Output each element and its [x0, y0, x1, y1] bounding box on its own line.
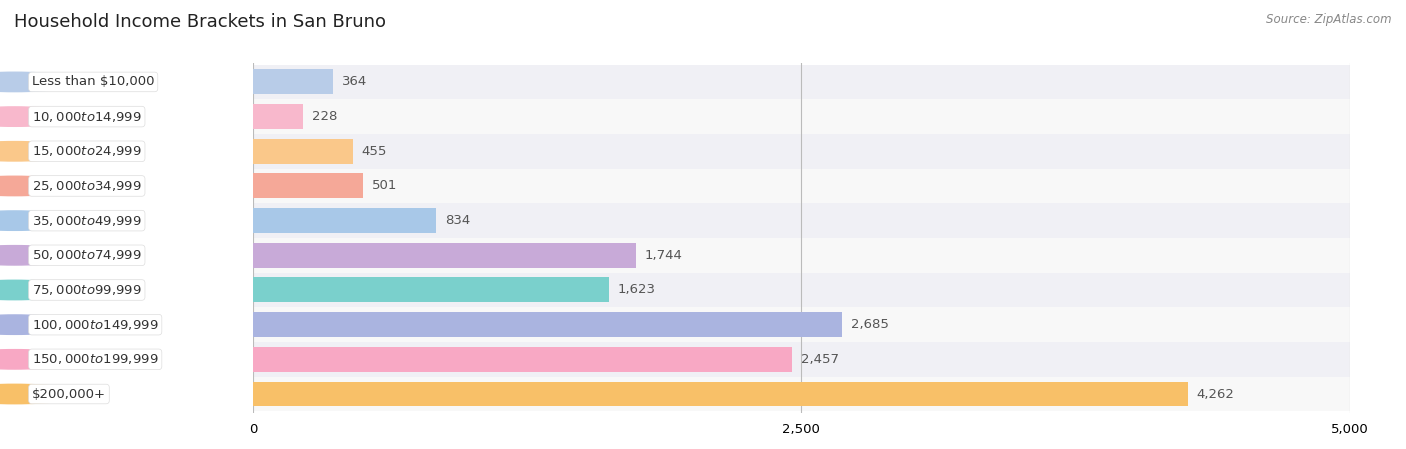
Bar [253, 139, 353, 164]
Bar [253, 238, 1350, 273]
Text: 455: 455 [361, 145, 387, 158]
Bar [253, 382, 1188, 406]
Text: Household Income Brackets in San Bruno: Household Income Brackets in San Bruno [14, 13, 387, 31]
Bar [253, 70, 333, 94]
Bar [253, 377, 1350, 411]
Text: $150,000 to $199,999: $150,000 to $199,999 [32, 352, 159, 366]
Text: Less than $10,000: Less than $10,000 [32, 75, 155, 88]
Text: $75,000 to $99,999: $75,000 to $99,999 [32, 283, 142, 297]
Text: $100,000 to $149,999: $100,000 to $149,999 [32, 317, 159, 332]
Text: $10,000 to $14,999: $10,000 to $14,999 [32, 110, 142, 123]
Text: $15,000 to $24,999: $15,000 to $24,999 [32, 144, 142, 158]
Text: $50,000 to $74,999: $50,000 to $74,999 [32, 248, 142, 262]
Circle shape [0, 141, 84, 161]
Bar [253, 104, 304, 129]
Bar [253, 277, 609, 303]
Circle shape [0, 246, 84, 265]
Bar [253, 134, 1350, 169]
Circle shape [0, 384, 84, 404]
Text: 1,744: 1,744 [644, 249, 682, 262]
Circle shape [0, 211, 84, 230]
Bar [253, 342, 1350, 377]
Text: $200,000+: $200,000+ [32, 387, 105, 401]
Text: 1,623: 1,623 [617, 283, 655, 296]
Bar [253, 243, 636, 268]
Text: $35,000 to $49,999: $35,000 to $49,999 [32, 214, 142, 228]
Bar [253, 169, 1350, 203]
Text: Source: ZipAtlas.com: Source: ZipAtlas.com [1267, 13, 1392, 26]
Bar [253, 203, 1350, 238]
Bar [253, 312, 842, 337]
Bar [253, 307, 1350, 342]
Text: 834: 834 [444, 214, 470, 227]
Text: 2,457: 2,457 [801, 353, 839, 366]
Text: 2,685: 2,685 [851, 318, 889, 331]
Bar [253, 208, 436, 233]
Bar [253, 273, 1350, 307]
Circle shape [0, 315, 84, 335]
Circle shape [0, 280, 84, 299]
Circle shape [0, 72, 84, 92]
Text: 501: 501 [371, 180, 396, 193]
Bar [253, 65, 1350, 99]
Circle shape [0, 107, 84, 126]
Bar [253, 99, 1350, 134]
Text: 364: 364 [342, 75, 367, 88]
Text: 4,262: 4,262 [1197, 387, 1234, 401]
Circle shape [0, 350, 84, 369]
Bar [253, 173, 363, 198]
Circle shape [0, 176, 84, 196]
Text: 228: 228 [312, 110, 337, 123]
Bar [253, 347, 792, 372]
Text: $25,000 to $34,999: $25,000 to $34,999 [32, 179, 142, 193]
